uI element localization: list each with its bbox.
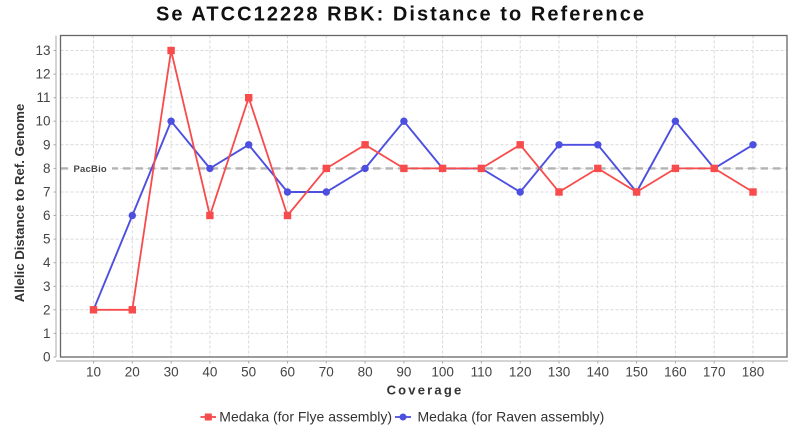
svg-text:120: 120 [509,365,532,380]
svg-text:4: 4 [43,255,51,270]
svg-text:2: 2 [43,302,51,317]
svg-text:90: 90 [396,365,411,380]
svg-text:8: 8 [43,161,51,176]
svg-text:10: 10 [86,365,101,380]
svg-text:150: 150 [625,365,648,380]
svg-text:130: 130 [548,365,571,380]
svg-text:100: 100 [431,365,454,380]
svg-text:10: 10 [35,114,50,129]
svg-text:Allelic Distance to Ref. Genom: Allelic Distance to Ref. Genome [12,104,27,303]
svg-text:3: 3 [43,279,51,294]
svg-text:140: 140 [587,365,610,380]
svg-text:13: 13 [35,43,50,58]
svg-text:PacBio: PacBio [74,164,107,175]
svg-text:170: 170 [703,365,726,380]
svg-text:60: 60 [280,365,295,380]
svg-text:12: 12 [35,67,50,82]
svg-text:0: 0 [43,350,51,365]
svg-text:7: 7 [43,185,51,200]
svg-text:Medaka (for Raven assembly): Medaka (for Raven assembly) [418,409,605,425]
svg-text:70: 70 [319,365,334,380]
svg-text:Coverage: Coverage [387,383,464,398]
svg-text:50: 50 [241,365,256,380]
svg-text:Se ATCC12228 RBK: Distance to: Se ATCC12228 RBK: Distance to Reference [156,4,646,26]
svg-text:Medaka (for Flye assembly): Medaka (for Flye assembly) [219,409,392,425]
svg-text:11: 11 [36,90,50,105]
svg-text:6: 6 [43,208,51,223]
svg-text:160: 160 [664,365,687,380]
svg-text:20: 20 [125,365,140,380]
svg-text:30: 30 [164,365,179,380]
svg-text:40: 40 [202,365,217,380]
svg-text:9: 9 [43,137,51,152]
svg-text:110: 110 [471,365,493,380]
svg-text:5: 5 [43,232,51,247]
svg-text:80: 80 [358,365,373,380]
svg-text:180: 180 [742,365,765,380]
svg-text:1: 1 [43,326,51,341]
